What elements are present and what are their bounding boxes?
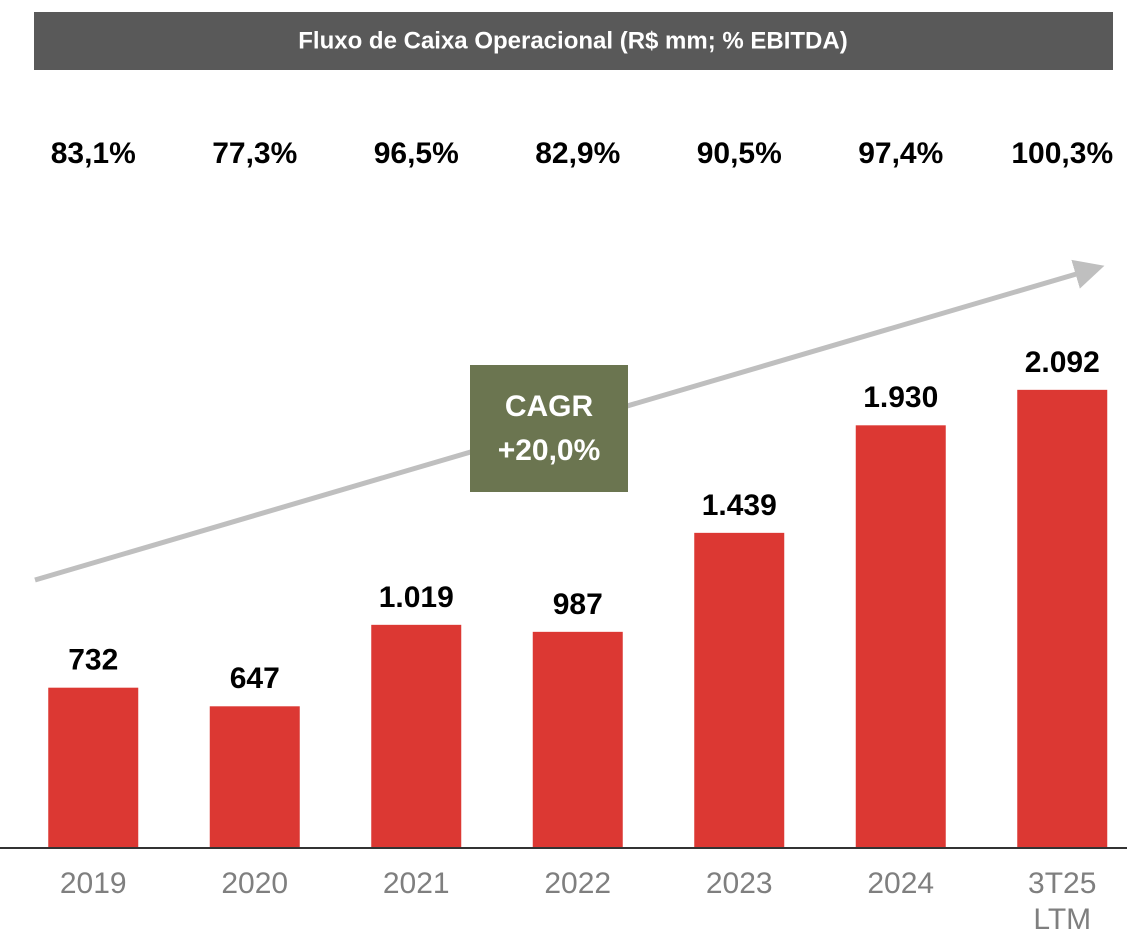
title-bar [34,12,1113,70]
data-label: 1.019 [379,581,454,614]
x-tick-label: 3T25 LTM [1028,867,1097,936]
data-label: 1.439 [702,489,777,522]
bar [48,687,139,848]
x-tick-label: 2024 [867,867,935,900]
data-label: 2.092 [1025,346,1100,379]
cagr-box [470,365,628,492]
ebitda-pct-label: 83,1% [51,137,136,170]
ebitda-pct-label: 97,4% [858,137,943,170]
ebitda-pct-label: 77,3% [212,137,297,170]
x-tick-label: 2022 [544,867,612,900]
x-tick-label: 2021 [382,867,450,900]
ebitda-pct-label: 96,5% [374,137,459,170]
ebitda-pct-label: 100,3% [1011,137,1113,170]
ebitda-pct-label: 82,9% [535,137,620,170]
cagr-value: +20,0% [498,434,601,467]
bar [209,706,300,848]
ebitda-pct-label: 90,5% [697,137,782,170]
chart-title: Fluxo de Caixa Operacional (R$ mm; % EBI… [298,27,847,54]
x-tick-label: 2023 [705,867,773,900]
x-tick-label: 2019 [59,867,127,900]
data-label: 987 [553,588,603,621]
bar [371,624,462,848]
bar [694,532,785,848]
cagr-label: CAGR [505,390,594,423]
bar [532,631,623,848]
data-label: 647 [230,662,280,695]
data-label: 1.930 [863,381,938,414]
data-label: 732 [68,644,118,677]
bar [1017,389,1108,848]
bar [855,425,946,848]
x-tick-label: 2020 [221,867,289,900]
